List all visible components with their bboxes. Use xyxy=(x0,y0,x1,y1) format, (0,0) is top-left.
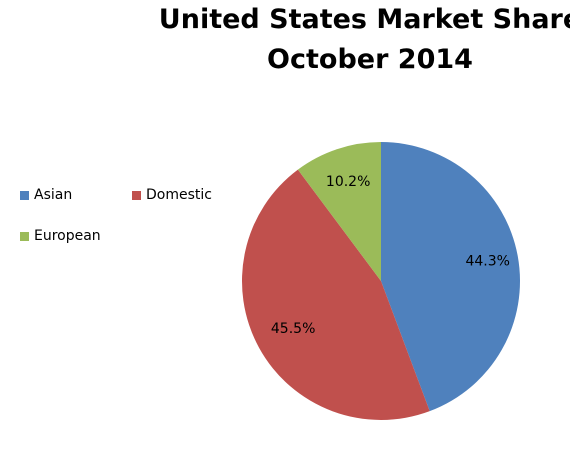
legend-item-european: European xyxy=(20,228,101,244)
pie-slice-domestic xyxy=(242,169,430,420)
chart-subtitle: October 2014 xyxy=(267,44,473,75)
chart-title: United States Market Share xyxy=(158,4,570,35)
pie-slice-asian xyxy=(381,142,520,412)
legend-label-asian: Asian xyxy=(34,187,73,203)
legend-item-asian: Asian xyxy=(20,187,72,203)
data-label-european: 10.2% xyxy=(326,174,370,190)
legend-swatch-domestic xyxy=(132,190,141,200)
legend-swatch-european xyxy=(20,231,29,241)
data-label-domestic: 45.5% xyxy=(271,321,315,337)
legend-label-domestic: Domestic xyxy=(146,187,212,203)
legend-swatch-asian xyxy=(20,190,29,200)
legend-item-domestic: Domestic xyxy=(132,187,212,203)
pie-slice-european xyxy=(297,142,381,281)
data-label-asian: 44.3% xyxy=(465,254,509,270)
legend-label-european: European xyxy=(34,228,101,244)
